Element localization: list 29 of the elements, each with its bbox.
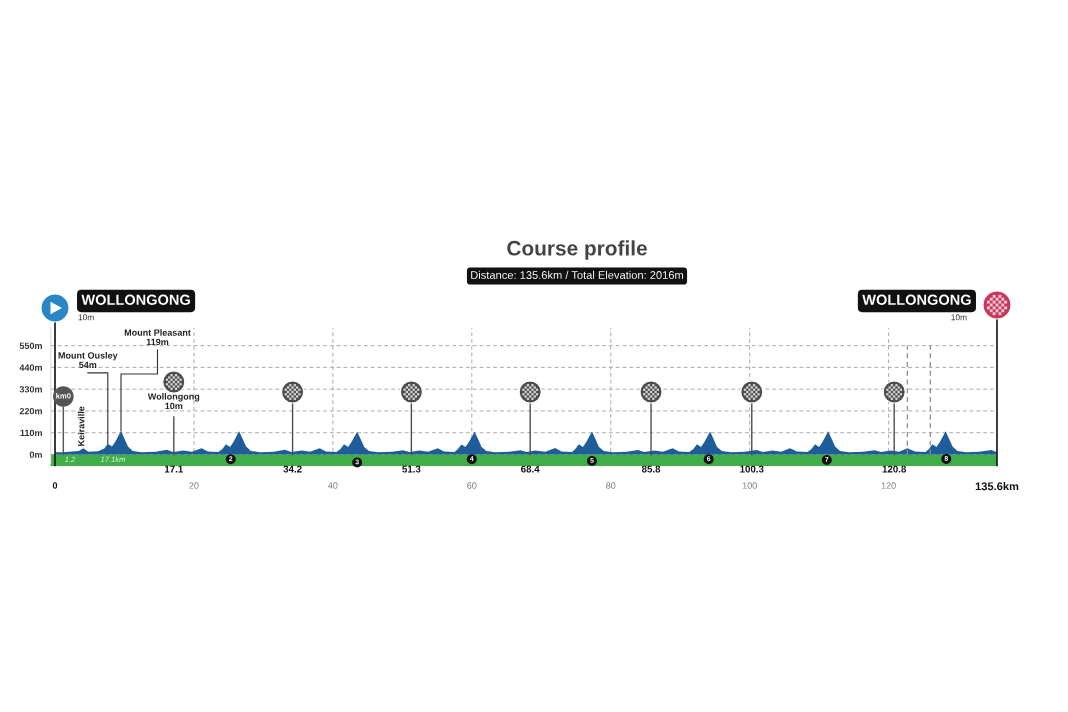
ref-line-label: 120.8 [882, 465, 907, 473]
x-tick-label: 0 [52, 482, 58, 489]
x-tick-label: 60 [467, 482, 477, 489]
x-tick-label: 40 [328, 482, 338, 489]
x-tick-label: 80 [606, 482, 616, 489]
chart-title: Course profile [507, 240, 647, 260]
ref-line-label: WOLLONGONG 10m [78, 294, 190, 321]
y-tick-label: 110m [20, 429, 42, 437]
annotation: Keiraville [77, 406, 85, 446]
annotation: Wollongong 10m [147, 393, 200, 410]
ref-line-label: 100.3 [740, 465, 764, 473]
ref-line-label: 17.1 [164, 465, 183, 473]
x-tick-label: 120 [881, 482, 896, 489]
ref-line-label: 68.4 [521, 465, 540, 473]
y-tick-label: 550m [19, 342, 42, 349]
ref-line-label: WOLLONGONG 10m [862, 294, 971, 321]
x-tick-label: 20 [189, 482, 199, 489]
y-tick-label: 440m [19, 364, 42, 371]
ref-line-label: 51.3 [402, 465, 421, 473]
y-tick-label: 330m [19, 386, 42, 393]
annotation: Mount Ousley 54m [58, 352, 118, 369]
y-tick-label: 220m [19, 407, 42, 415]
annotation: Mount Pleasant 119m [124, 329, 191, 346]
x-tick-label: 100 [742, 482, 757, 489]
chart-subtitle: Distance: 135.6km / Total Elevation: 2016m [471, 270, 684, 279]
y-tick-label: 0m [29, 451, 42, 458]
ref-line-label: 34.2 [283, 465, 302, 473]
x-tick-label: 135.6km [975, 482, 1019, 491]
ref-line-label: 85.8 [641, 465, 661, 473]
